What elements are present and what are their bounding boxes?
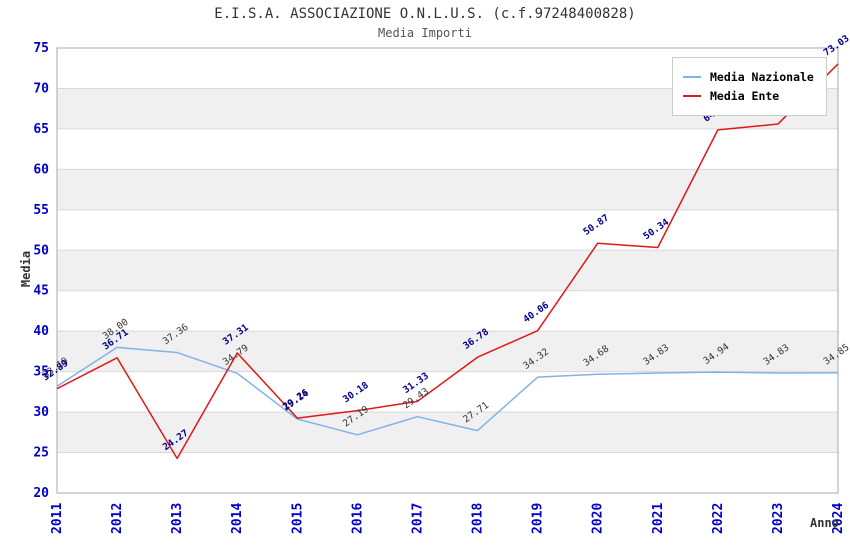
- legend-line-swatch: [683, 76, 701, 78]
- y-tick-label: 70: [33, 81, 49, 96]
- point-label: 50.87: [581, 212, 611, 237]
- x-tick-label: 2017: [410, 503, 425, 534]
- plot-border: [56, 47, 839, 494]
- x-tick-label: 2013: [170, 503, 185, 534]
- y-tick-label: 35: [33, 365, 49, 380]
- y-tick-label: 60: [33, 162, 49, 177]
- legend-item-media-ente: Media Ente: [683, 89, 814, 103]
- x-axis-title: Anno: [810, 516, 839, 530]
- series-line-media-nazionale: [56, 346, 839, 436]
- y-tick-label: 65: [33, 122, 49, 137]
- y-tick-label: 50: [33, 243, 49, 258]
- grid-band: [57, 412, 838, 453]
- x-tick-label: 2023: [771, 503, 786, 534]
- legend-label: Media Nazionale: [710, 70, 814, 84]
- point-label: 73.03: [822, 33, 850, 59]
- x-tick-label: 2022: [711, 503, 726, 534]
- x-tick-label: 2014: [230, 503, 245, 534]
- y-tick-label: 45: [33, 284, 49, 299]
- point-label: 40.06: [521, 300, 551, 326]
- x-tick-label: 2016: [350, 503, 365, 534]
- grid-band: [57, 169, 838, 210]
- y-tick-label: 20: [33, 486, 49, 501]
- grid-band: [57, 250, 838, 291]
- legend-line-swatch: [683, 95, 701, 97]
- y-tick-label: 75: [33, 41, 49, 56]
- x-tick-label: 2011: [50, 503, 65, 534]
- chart-title: E.I.S.A. ASSOCIAZIONE O.N.L.U.S. (c.f.97…: [214, 6, 636, 22]
- x-tick-label: 2024: [831, 503, 846, 534]
- x-tick-label: 2018: [471, 503, 486, 534]
- x-tick-label: 2021: [651, 503, 666, 534]
- y-tick-label: 55: [33, 203, 49, 218]
- y-tick-label: 30: [33, 405, 49, 420]
- y-axis-title: Media: [19, 250, 33, 288]
- x-tick-label: 2012: [110, 503, 125, 534]
- x-tick-label: 2019: [531, 503, 546, 534]
- x-tick-label: 2015: [290, 503, 305, 534]
- y-tick-label: 40: [33, 324, 49, 339]
- y-tick-label: 25: [33, 446, 49, 461]
- legend-label: Media Ente: [710, 89, 780, 103]
- point-label: 30.18: [341, 380, 371, 406]
- x-tick-label: 2020: [591, 503, 606, 534]
- legend: Media Nazionale Media Ente: [672, 57, 827, 116]
- series-line-media-ente: [56, 63, 839, 460]
- grid-band: [57, 331, 838, 372]
- chart-subtitle: Media Importi: [378, 26, 472, 40]
- legend-item-media-nazionale: Media Nazionale: [683, 70, 814, 84]
